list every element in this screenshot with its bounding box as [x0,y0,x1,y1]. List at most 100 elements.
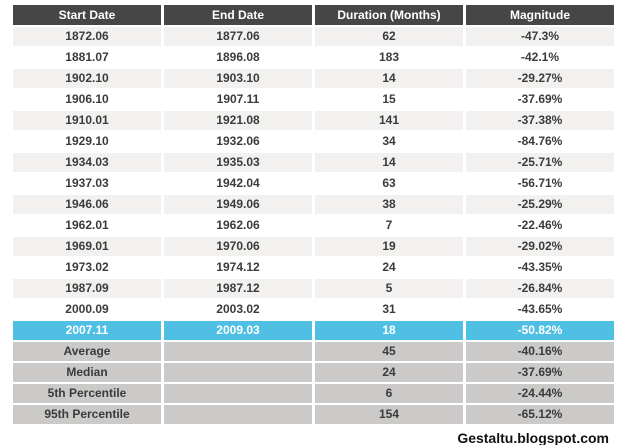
cell: -42.1% [466,48,614,67]
cell: -25.29% [466,195,614,214]
cell: -37.69% [466,90,614,109]
cell: 1877.06 [164,27,312,46]
cell: 1973.02 [13,258,161,277]
cell: 1921.08 [164,111,312,130]
cell: -26.84% [466,279,614,298]
cell: -56.71% [466,174,614,193]
cell: Average [13,342,161,361]
cell: 63 [315,174,463,193]
cell: 1896.08 [164,48,312,67]
cell [164,342,312,361]
cell: 1906.10 [13,90,161,109]
cell: 1932.06 [164,132,312,151]
cell: -37.69% [466,363,614,382]
summary-row: 5th Percentile 6 -24.44% [13,384,614,403]
cell: 62 [315,27,463,46]
cell: 2007.11 [13,321,161,340]
table-row: 1881.07 1896.08 183 -42.1% [13,48,614,67]
table-row: 1946.06 1949.06 38 -25.29% [13,195,614,214]
cell: 1902.10 [13,69,161,88]
cell: 1907.11 [164,90,312,109]
cell: 1974.12 [164,258,312,277]
cell: 5 [315,279,463,298]
cell: -50.82% [466,321,614,340]
table-row: 1929.10 1932.06 34 -84.76% [13,132,614,151]
cell: -37.38% [466,111,614,130]
column-header-duration: Duration (Months) [315,5,463,25]
cell: 1872.06 [13,27,161,46]
cell: 1881.07 [13,48,161,67]
summary-row: Median 24 -37.69% [13,363,614,382]
cell: 141 [315,111,463,130]
cell: -29.27% [466,69,614,88]
summary-row: Average 45 -40.16% [13,342,614,361]
cell: Median [13,363,161,382]
cell: 183 [315,48,463,67]
table-row: 1969.01 1970.06 19 -29.02% [13,237,614,256]
cell [164,384,312,403]
column-header-start-date: Start Date [13,5,161,25]
cell: 14 [315,69,463,88]
table-row: 1872.06 1877.06 62 -47.3% [13,27,614,46]
cell: 1962.06 [164,216,312,235]
cell: 1946.06 [13,195,161,214]
cell: 2000.09 [13,300,161,319]
cell: -43.65% [466,300,614,319]
column-header-end-date: End Date [164,5,312,25]
table-row: 1987.09 1987.12 5 -26.84% [13,279,614,298]
cell: -25.71% [466,153,614,172]
table-row: 1910.01 1921.08 141 -37.38% [13,111,614,130]
cell: 1949.06 [164,195,312,214]
header-row: Start Date End Date Duration (Months) Ma… [13,5,614,25]
cell: 14 [315,153,463,172]
cell: 2009.03 [164,321,312,340]
cell: 15 [315,90,463,109]
highlight-row: 2007.11 2009.03 18 -50.82% [13,321,614,340]
cell: -43.35% [466,258,614,277]
cell: 45 [315,342,463,361]
cell: 1942.04 [164,174,312,193]
drawdown-table: Start Date End Date Duration (Months) Ma… [10,3,617,426]
cell: 19 [315,237,463,256]
cell: 5th Percentile [13,384,161,403]
cell: 18 [315,321,463,340]
cell: 1934.03 [13,153,161,172]
cell: 1935.03 [164,153,312,172]
table-row: 2000.09 2003.02 31 -43.65% [13,300,614,319]
table-row: 1962.01 1962.06 7 -22.46% [13,216,614,235]
cell: -22.46% [466,216,614,235]
cell: 154 [315,405,463,424]
table-header: Start Date End Date Duration (Months) Ma… [13,5,614,25]
cell: 6 [315,384,463,403]
cell: -40.16% [466,342,614,361]
table-body: 1872.06 1877.06 62 -47.3% 1881.07 1896.08 183-… [13,27,614,424]
cell: 1929.10 [13,132,161,151]
cell: 1987.09 [13,279,161,298]
summary-row: 95th Percentile 154 -65.12% [13,405,614,424]
cell: -47.3% [466,27,614,46]
cell: 1970.06 [164,237,312,256]
cell: 1987.12 [164,279,312,298]
column-header-magnitude: Magnitude [466,5,614,25]
cell: -24.44% [466,384,614,403]
table-row: 1906.10 1907.11 15 -37.69% [13,90,614,109]
cell: 34 [315,132,463,151]
cell: 1962.01 [13,216,161,235]
cell: 1903.10 [164,69,312,88]
cell: 24 [315,363,463,382]
table-row: 1934.03 1935.03 14 -25.71% [13,153,614,172]
cell: 1969.01 [13,237,161,256]
cell: 1910.01 [13,111,161,130]
table-row: 1902.10 1903.10 14 -29.27% [13,69,614,88]
cell: 2003.02 [164,300,312,319]
table-row: 1937.03 1942.04 63 -56.71% [13,174,614,193]
table-row: 1973.02 1974.12 24 -43.35% [13,258,614,277]
cell [164,405,312,424]
cell: 7 [315,216,463,235]
cell [164,363,312,382]
cell: 95th Percentile [13,405,161,424]
cell: -65.12% [466,405,614,424]
watermark: Gestaltu.blogspot.com [457,430,609,445]
cell: 31 [315,300,463,319]
